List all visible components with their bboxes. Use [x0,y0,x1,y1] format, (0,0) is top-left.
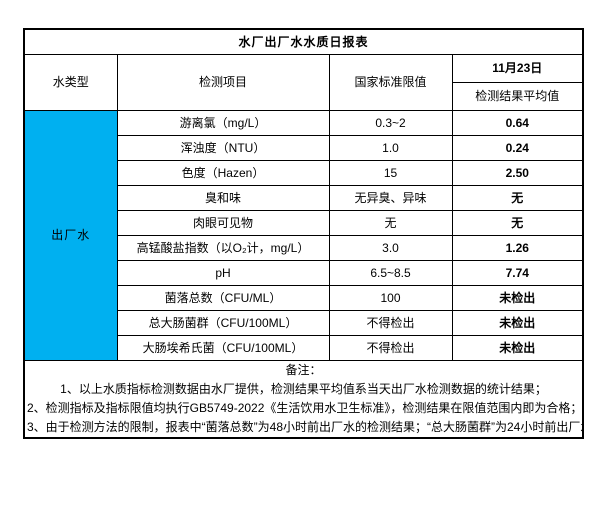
standard-cell: 15 [328,160,453,186]
notes-label: 备注： [285,363,322,377]
test-item-cell: 高锰酸盐指数（以O₂计，mg/L） [116,235,330,261]
test-item-cell: pH [116,260,330,286]
table-row: 菌落总数（CFU/ML） 100 未检出 [24,285,584,311]
result-cell: 1.26 [451,235,584,261]
table-row: 色度（Hazen） 15 2.50 [24,160,584,186]
test-item-cell: 色度（Hazen） [116,160,330,186]
test-item-cell: 肉眼可见物 [116,210,330,236]
standard-cell: 无 [328,210,453,236]
standard-cell: 1.0 [328,135,453,161]
result-cell: 未检出 [451,285,584,311]
table-row: 肉眼可见物 无 无 [24,210,584,236]
result-cell: 未检出 [451,335,584,361]
standard-cell: 100 [328,285,453,311]
result-header: 检测结果平均值 [451,82,584,111]
col-header-water-type: 水类型 [23,54,118,111]
table-row: 大肠埃希氏菌（CFU/100ML） 不得检出 未检出 [24,335,584,361]
table-row: 出厂水 游离氯（mg/L） 0.3~2 0.64 [23,110,584,361]
notes-section: 备注： 1、以上水质指标检测数据由水厂提供，检测结果平均值系当天出厂水检测数据的… [23,360,584,439]
header-row-2: 检测结果平均值 [24,82,584,111]
test-item-cell: 菌落总数（CFU/ML） [116,285,330,311]
col-header-test-item: 检测项目 [116,54,330,111]
result-cell: 无 [451,210,584,236]
water-type-cell: 出厂水 [23,110,118,361]
header-row-1: 水类型 检测项目 国家标准限值 11月23日 [23,54,584,111]
test-item-cell: 大肠埃希氏菌（CFU/100ML） [116,335,330,361]
notes-row: 备注： 1、以上水质指标检测数据由水厂提供，检测结果平均值系当天出厂水检测数据的… [23,360,584,439]
col-header-standard-limit: 国家标准限值 [328,54,453,111]
standard-cell: 3.0 [328,235,453,261]
standard-cell: 不得检出 [328,335,453,361]
result-cell: 7.74 [451,260,584,286]
table-row: 总大肠菌群（CFU/100ML） 不得检出 未检出 [24,310,584,336]
title-row: 水厂出厂水水质日报表 [23,28,584,55]
standard-cell: 6.5~8.5 [328,260,453,286]
standard-cell: 不得检出 [328,310,453,336]
table-row: 臭和味 无异臭、异味 无 [24,185,584,211]
standard-cell: 无异臭、异味 [328,185,453,211]
page-title: 水厂出厂水水质日报表 [23,28,584,55]
result-cell: 0.64 [451,110,584,136]
result-cell: 0.24 [451,135,584,161]
standard-cell: 0.3~2 [328,110,453,136]
water-quality-table: 水厂出厂水水质日报表 水类型 检测项目 国家标准限值 11月23日 检测结果平均… [23,28,585,439]
test-item-cell: 游离氯（mg/L） [116,110,330,136]
result-cell: 无 [451,185,584,211]
table-row: 高锰酸盐指数（以O₂计，mg/L） 3.0 1.26 [24,235,584,261]
test-item-cell: 浑浊度（NTU） [116,135,330,161]
test-item-cell: 臭和味 [116,185,330,211]
result-cell: 未检出 [451,310,584,336]
test-item-cell: 总大肠菌群（CFU/100ML） [116,310,330,336]
table-row: pH 6.5~8.5 7.74 [24,260,584,286]
result-cell: 2.50 [451,160,584,186]
note-line-3: 3、由于检测方法的限制，报表中“菌落总数”为48小时前出厂水的检测结果；“总大肠… [27,420,584,434]
date-header: 11月23日 [451,54,584,83]
note-line-1: 1、以上水质指标检测数据由水厂提供，检测结果平均值系当天出厂水检测数据的统计结果… [60,382,547,396]
table-row: 浑浊度（NTU） 1.0 0.24 [24,135,584,161]
note-line-2: 2、检测指标及指标限值均执行GB5749-2022《生活饮用水卫生标准》，检测结… [27,401,583,415]
